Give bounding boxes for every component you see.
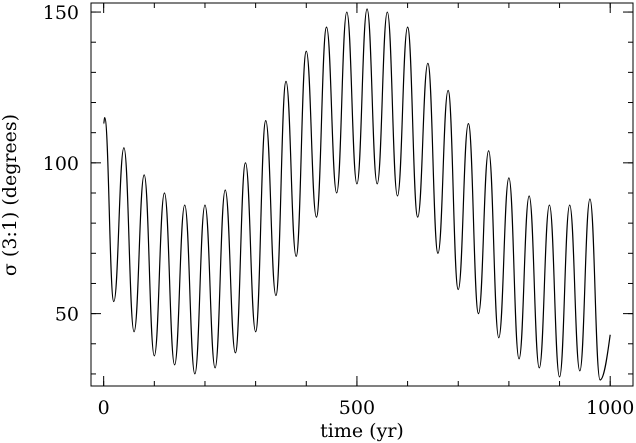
series-line — [103, 8, 611, 381]
axis-ticks — [91, 3, 633, 386]
x-tick-label: 0 — [98, 397, 110, 419]
y-tick-label: 100 — [43, 153, 79, 175]
y-axis-label: σ (3:1) (degrees) — [0, 114, 21, 276]
plot-frame — [90, 2, 634, 387]
x-tick-label: 500 — [339, 397, 375, 419]
x-tick-label: 1000 — [586, 397, 634, 419]
y-tick-label: 150 — [43, 2, 79, 24]
y-tick-label: 50 — [55, 304, 79, 326]
tick-labels: 0 500 1000 50 100 150 — [43, 2, 635, 419]
x-axis-label: time (yr) — [320, 420, 404, 442]
